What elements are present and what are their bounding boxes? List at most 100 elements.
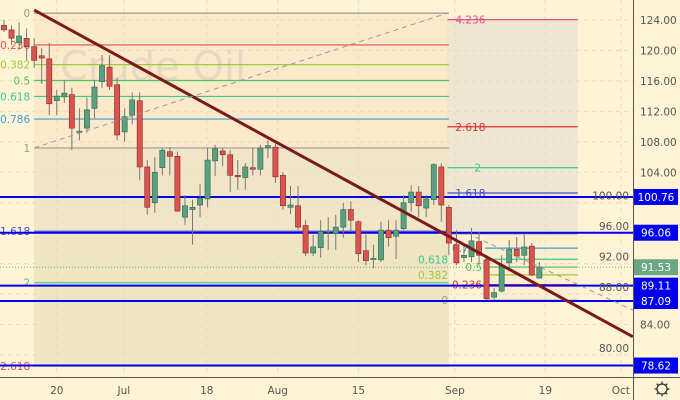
candle-down [38,55,45,59]
candle-up [400,202,407,229]
candle-down [219,150,226,156]
candle-up [325,230,332,233]
downtrend-line[interactable] [33,8,634,339]
price-tick-label: 120.00 [640,45,677,57]
candle-down [227,154,234,176]
candle-down [438,166,445,206]
candle-down [8,29,15,39]
candle-up [461,254,467,258]
price-tick-label: 100.00 [592,191,629,203]
price-labels: 100.76 96.06 89.11 87.09 78.62 91.53 [634,188,678,374]
fib-level-label: 0 [23,8,30,20]
candle-down [476,241,482,256]
candle-down [174,155,181,212]
time-tick-label: 18 [200,385,213,397]
candle-up [498,264,505,292]
candle-down [136,100,143,168]
fib-level-label: 2 [23,278,30,290]
candle-up [197,197,203,206]
time-tick-label: Jul [117,385,131,397]
price-tick-label: 124.00 [640,15,677,27]
gear-icon[interactable] [654,381,670,397]
candle-up [264,145,271,149]
candle-down [280,175,286,207]
candle-down [114,84,120,136]
candle-down [23,37,30,47]
candle-up [121,116,128,133]
candle-down [1,25,7,31]
candle-down [453,244,460,264]
candle-down [272,146,279,178]
candle-down [249,167,256,170]
candle-down [363,250,369,261]
grid [0,0,633,377]
fib-level-label: 0.5 [13,76,30,88]
candle-up [491,292,497,298]
candles [1,20,543,300]
time-axis-ticks: 20 Jul 18 Aug 15 Sep 19 Oct [50,385,630,397]
candle-down [347,209,354,221]
fib-ext-label: 0.382 [418,270,448,282]
candle-down [46,58,53,105]
fib-ext-label: 2 [474,163,481,175]
fib-band-middle [34,147,449,232]
fib-ext-label: 4.236 [455,15,485,27]
level-price-label: 100.76 [638,192,675,204]
candle-down [106,66,113,87]
horizontal-levels[interactable] [0,195,633,367]
candle-up [257,147,264,170]
price-tick-label: 116.00 [640,76,677,88]
level-price-label: 96.06 [641,228,671,240]
fib-ext-label: 0.5 [465,262,482,274]
level-price-box [634,277,678,294]
time-tick-label: 20 [50,385,63,397]
candle-up [61,92,68,98]
candle-up [536,266,543,279]
time-tick-label: Oct [612,385,630,397]
candle-up [16,35,22,44]
candle-up [506,248,513,264]
price-tick-label: 104.00 [640,167,677,179]
time-tick-label: 19 [539,385,552,397]
candle-up [212,148,219,162]
candle-up [242,166,249,178]
fib-ext-label: 2.618 [455,122,485,134]
time-tick-label: 15 [352,385,365,397]
trendlines[interactable] [33,8,634,339]
price-axis-ticks: 124.00 120.00 116.00 112.00 108.00 104.00 100.… [592,15,677,355]
fib-ext-label: 1.618 [455,188,485,200]
dashed-trend-line[interactable] [34,12,448,149]
candle-up [53,95,60,102]
level-price-label: 87.09 [641,296,671,308]
time-tick-label: Sep [445,385,465,397]
candle-up [159,149,166,169]
candle-up [393,229,399,237]
candle-up [332,226,339,234]
last-price-label: 91.53 [641,262,671,274]
time-tick-label: Aug [267,385,288,397]
fib-ext-label: 0.618 [418,254,448,266]
candle-up [129,99,136,116]
candle-down [415,191,422,207]
price-tick-label: 96.00 [599,221,629,233]
candle-down [355,221,362,255]
candle-up [521,246,528,256]
candle-down [385,229,392,239]
candle-down [68,94,75,129]
candle-up [91,86,98,109]
price-axis[interactable] [633,0,680,377]
candle-up [317,231,324,248]
price-tick-label: 84.00 [640,320,670,332]
candle-up [310,246,317,254]
level-price-label: 78.62 [641,361,671,373]
fib-level-label: 0.382 [0,60,30,72]
candle-down [295,205,301,228]
candle-up [378,229,384,261]
price-tick-label: 80.00 [599,343,629,355]
candle-up [189,207,196,210]
candle-up [99,65,105,82]
dashed-trend-line[interactable] [475,236,634,311]
level-price-box [634,188,678,205]
candle-down [445,207,452,244]
